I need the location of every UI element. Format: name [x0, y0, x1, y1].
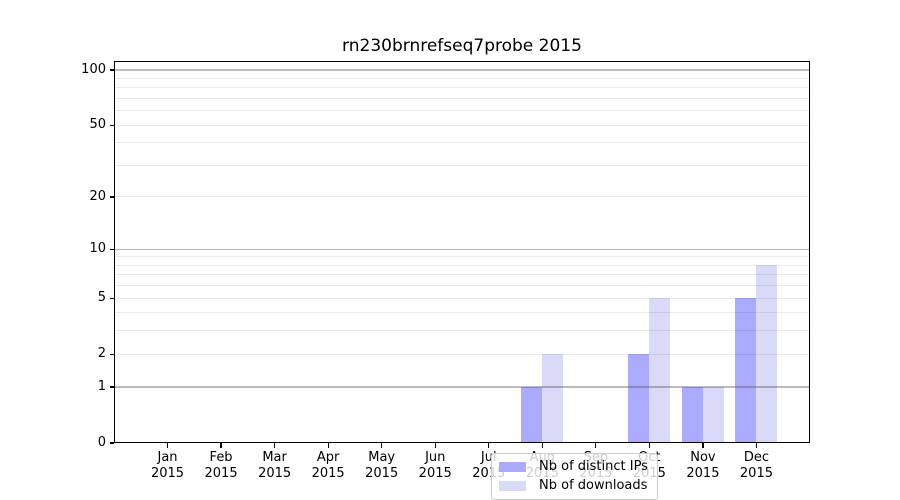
- y-tick-label-100: 100: [81, 62, 106, 77]
- grid-layer: [114, 61, 810, 443]
- y-tick-10: [109, 248, 114, 250]
- gridline-major-1: [115, 386, 809, 388]
- bar-downloads-nov: [702, 386, 724, 443]
- y-tick-0: [109, 442, 114, 444]
- gridline-minor-6: [115, 285, 809, 287]
- x-tick-jun: [434, 443, 436, 448]
- x-tick-label-year-may: 2015: [365, 466, 399, 481]
- y-tick-label-2: 2: [97, 346, 106, 362]
- bar-downloads-dec: [756, 265, 778, 443]
- y-tick-label-1: 1: [97, 378, 106, 394]
- x-tick-dec: [755, 443, 758, 448]
- x-tick-label-mar: Mar 2015: [243, 450, 307, 482]
- bar-ips-dec: [735, 298, 757, 443]
- x-tick-label-apr: Apr 2015: [296, 450, 360, 482]
- gridline-minor-90: [115, 77, 809, 79]
- bars-layer: [114, 61, 810, 443]
- gridline-minor-50: [115, 124, 809, 126]
- legend-label-distinct-ips: Nb of distinct IPs: [539, 458, 648, 474]
- x-tick-label-jan: Jan 2015: [136, 450, 200, 482]
- x-tick-feb: [220, 443, 222, 448]
- x-tick-label-feb: Feb 2015: [189, 450, 253, 482]
- gridline-major-10: [115, 248, 809, 250]
- gridline-minor-70: [115, 97, 809, 99]
- x-tick-label-jun: Jun 2015: [403, 450, 467, 482]
- x-tick-jan: [166, 443, 169, 448]
- y-tick-20: [109, 196, 114, 198]
- x-tick-label-year-jun: 2015: [418, 466, 452, 481]
- legend-entry-distinct-ips: Nb of distinct IPs: [498, 459, 651, 475]
- bar-downloads-aug: [542, 354, 564, 443]
- gridline-minor-30: [115, 164, 809, 166]
- gridline-minor-7: [115, 274, 809, 276]
- gridline-minor-2: [115, 353, 809, 355]
- x-tick-label-month-feb: Feb: [209, 450, 233, 465]
- legend-swatch-distinct-ips: [499, 461, 526, 472]
- legend-entry-downloads: Nb of downloads: [498, 478, 651, 494]
- y-tick-100: [109, 69, 114, 71]
- x-tick-nov: [702, 443, 704, 448]
- legend-swatch-downloads: [499, 481, 526, 492]
- x-tick-label-year-dec: 2015: [739, 466, 773, 481]
- x-tick-label-month-jan: Jan: [157, 450, 178, 465]
- x-tick-label-year-nov: 2015: [686, 466, 720, 481]
- x-tick-label-year-mar: 2015: [258, 466, 292, 481]
- x-tick-label-may: May 2015: [350, 450, 414, 482]
- x-tick-label-year-feb: 2015: [204, 466, 238, 481]
- y-tick-1: [109, 386, 114, 388]
- x-tick-may: [381, 443, 383, 448]
- gridline-minor-8: [115, 264, 809, 266]
- y-tick-label-50: 50: [89, 117, 106, 133]
- bar-ips-aug: [521, 386, 543, 443]
- x-tick-mar: [274, 443, 276, 448]
- gridline-minor-5: [115, 297, 809, 299]
- x-tick-label-month-dec: Dec: [743, 450, 770, 465]
- y-tick-label-10: 10: [89, 241, 106, 257]
- legend: Nb of distinct IPs Nb of downloads: [491, 453, 658, 500]
- y-tick-2: [109, 353, 114, 355]
- x-tick-label-nov: Nov 2015: [671, 450, 735, 482]
- x-tick-label-month-may: May: [368, 450, 396, 465]
- x-tick-label-month-mar: Mar: [262, 450, 287, 465]
- x-tick-jul: [488, 443, 490, 448]
- gridline-minor-20: [115, 196, 809, 198]
- bar-ips-nov: [681, 386, 703, 443]
- x-tick-apr: [327, 443, 329, 448]
- y-tick-label-0: 0: [97, 435, 106, 450]
- gridline-minor-80: [115, 87, 809, 89]
- x-tick-aug: [541, 443, 543, 448]
- bar-downloads-oct: [649, 298, 671, 443]
- y-tick-50: [109, 124, 114, 126]
- y-tick-5: [109, 297, 114, 299]
- x-tick-label-year-apr: 2015: [311, 466, 345, 481]
- gridline-minor-60: [115, 110, 809, 112]
- x-tick-label-month-jun: Jun: [425, 450, 446, 465]
- x-tick-label-month-nov: Nov: [690, 450, 716, 465]
- x-tick-label-year-jan: 2015: [150, 466, 185, 481]
- x-tick-label-dec: Dec 2015: [724, 450, 788, 482]
- plot-area: Nb of distinct IPs Nb of downloads: [114, 61, 810, 500]
- gridline-minor-3: [115, 330, 809, 332]
- gridline-major-100: [115, 69, 809, 71]
- gridline-minor-40: [115, 142, 809, 144]
- chart-title: rn230brnrefseq7probe 2015: [342, 36, 582, 56]
- x-tick-sep: [595, 443, 597, 448]
- x-tick-label-month-apr: Apr: [316, 450, 340, 465]
- legend-label-downloads: Nb of downloads: [539, 478, 648, 494]
- x-tick-oct: [648, 443, 650, 448]
- y-tick-label-5: 5: [97, 290, 106, 306]
- y-tick-label-20: 20: [89, 188, 106, 204]
- bar-ips-oct: [628, 354, 650, 443]
- gridline-minor-9: [115, 256, 809, 258]
- gridline-minor-4: [115, 312, 809, 314]
